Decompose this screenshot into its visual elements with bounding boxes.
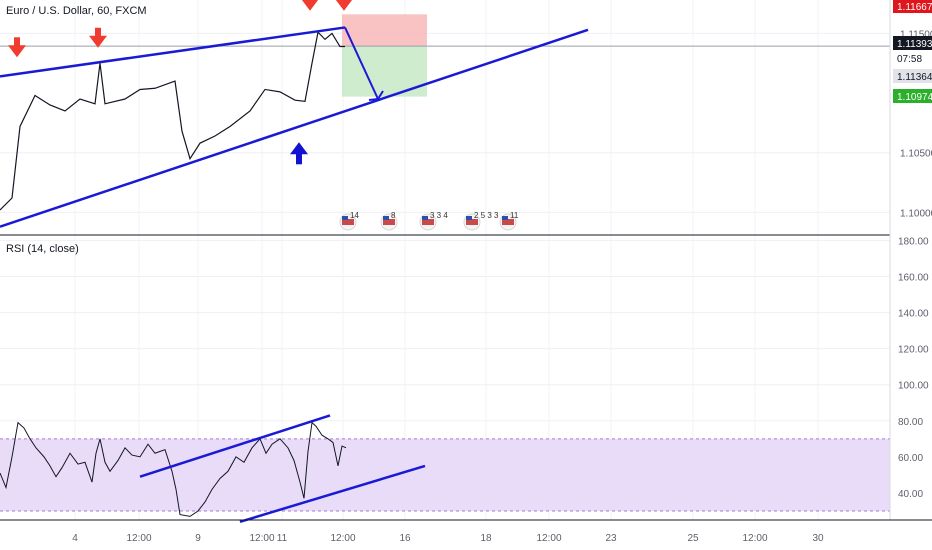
rsi-tick-label: 60.00 bbox=[898, 453, 923, 464]
event-badge-count: 8 bbox=[391, 211, 396, 220]
countdown-label: 07:58 bbox=[897, 54, 922, 65]
eu-us-flag-icon: 2 5 3 3 bbox=[463, 211, 499, 231]
arrow-down-icon bbox=[89, 27, 107, 48]
time-tick-label: 11 bbox=[277, 533, 288, 544]
rsi-tick-label: 120.00 bbox=[898, 345, 929, 356]
time-tick-label: 12:00 bbox=[126, 533, 151, 544]
plot-area bbox=[0, 0, 890, 520]
last-price-label-bg bbox=[893, 36, 932, 50]
time-tick-label: 12:00 bbox=[249, 533, 274, 544]
arrow-down-icon bbox=[335, 0, 353, 11]
time-tick-label: 25 bbox=[687, 533, 699, 544]
rsi-tick-label: 160.00 bbox=[898, 272, 929, 283]
time-tick-label: 18 bbox=[480, 533, 492, 544]
time-tick-label: 23 bbox=[605, 533, 617, 544]
channel-upper-trendline bbox=[0, 26, 346, 78]
projection-arrowhead bbox=[368, 90, 384, 102]
us-flag-icon: 14 bbox=[339, 211, 359, 231]
arrow-down-icon bbox=[8, 37, 26, 58]
channel-lower-trendline bbox=[0, 28, 589, 228]
rsi-tick-label: 140.00 bbox=[898, 309, 929, 320]
target-price-label-bg bbox=[893, 89, 932, 103]
arrow-down-icon bbox=[301, 0, 319, 11]
rsi-upper-trendline bbox=[139, 414, 331, 478]
rsi-tick-label: 40.00 bbox=[898, 489, 923, 500]
time-tick-label: 30 bbox=[812, 533, 824, 544]
symbol-title: Euro / U.S. Dollar, 60, FXCM bbox=[6, 5, 147, 17]
previous-price-label: 1.11364 bbox=[897, 72, 932, 83]
target-price-label: 1.10974 bbox=[897, 92, 932, 103]
us-flag-icon: 8 bbox=[380, 211, 398, 231]
eu-us-flag-icon: 3 3 4 bbox=[419, 211, 448, 231]
rsi-series-line bbox=[0, 421, 347, 517]
event-badge-count: 3 3 4 bbox=[430, 211, 448, 220]
countdown-label-bg bbox=[893, 51, 932, 65]
time-tick-label: 12:00 bbox=[536, 533, 561, 544]
previous-price-label-bg bbox=[893, 69, 932, 83]
time-tick-label: 12:00 bbox=[742, 533, 767, 544]
rsi-band bbox=[0, 438, 890, 511]
last-price-label: 1.11393 bbox=[897, 39, 932, 50]
time-tick-label: 9 bbox=[195, 533, 201, 544]
arrow-up-icon bbox=[290, 142, 308, 165]
rsi-tick-label: 80.00 bbox=[898, 417, 923, 428]
rsi-tick-label: 100.00 bbox=[898, 381, 929, 392]
rsi-lower-trendline bbox=[239, 464, 426, 524]
time-tick-label: 4 bbox=[72, 533, 78, 544]
time-tick-label: 12:00 bbox=[330, 533, 355, 544]
price-series-line bbox=[0, 30, 345, 211]
rsi-tick-label: 180.00 bbox=[898, 236, 929, 247]
rsi-title: RSI (14, close) bbox=[6, 243, 79, 255]
time-tick-label: 16 bbox=[399, 533, 411, 544]
event-badge-count: 11 bbox=[510, 211, 519, 220]
event-badge-count: 14 bbox=[350, 211, 359, 220]
price-tick-label: 1.10000 bbox=[900, 208, 932, 219]
stop-loss-zone bbox=[342, 14, 427, 47]
stop-price-label-bg bbox=[893, 0, 932, 13]
projection-arrow-line bbox=[344, 27, 379, 100]
event-badge-count: 2 5 3 3 bbox=[474, 211, 499, 220]
us-flag-icon: 11 bbox=[499, 211, 519, 231]
stop-price-label: 1.11667 bbox=[897, 2, 932, 13]
price-tick-label: 1.10500 bbox=[900, 149, 932, 160]
price-tick-label: 1.11500 bbox=[900, 29, 932, 40]
